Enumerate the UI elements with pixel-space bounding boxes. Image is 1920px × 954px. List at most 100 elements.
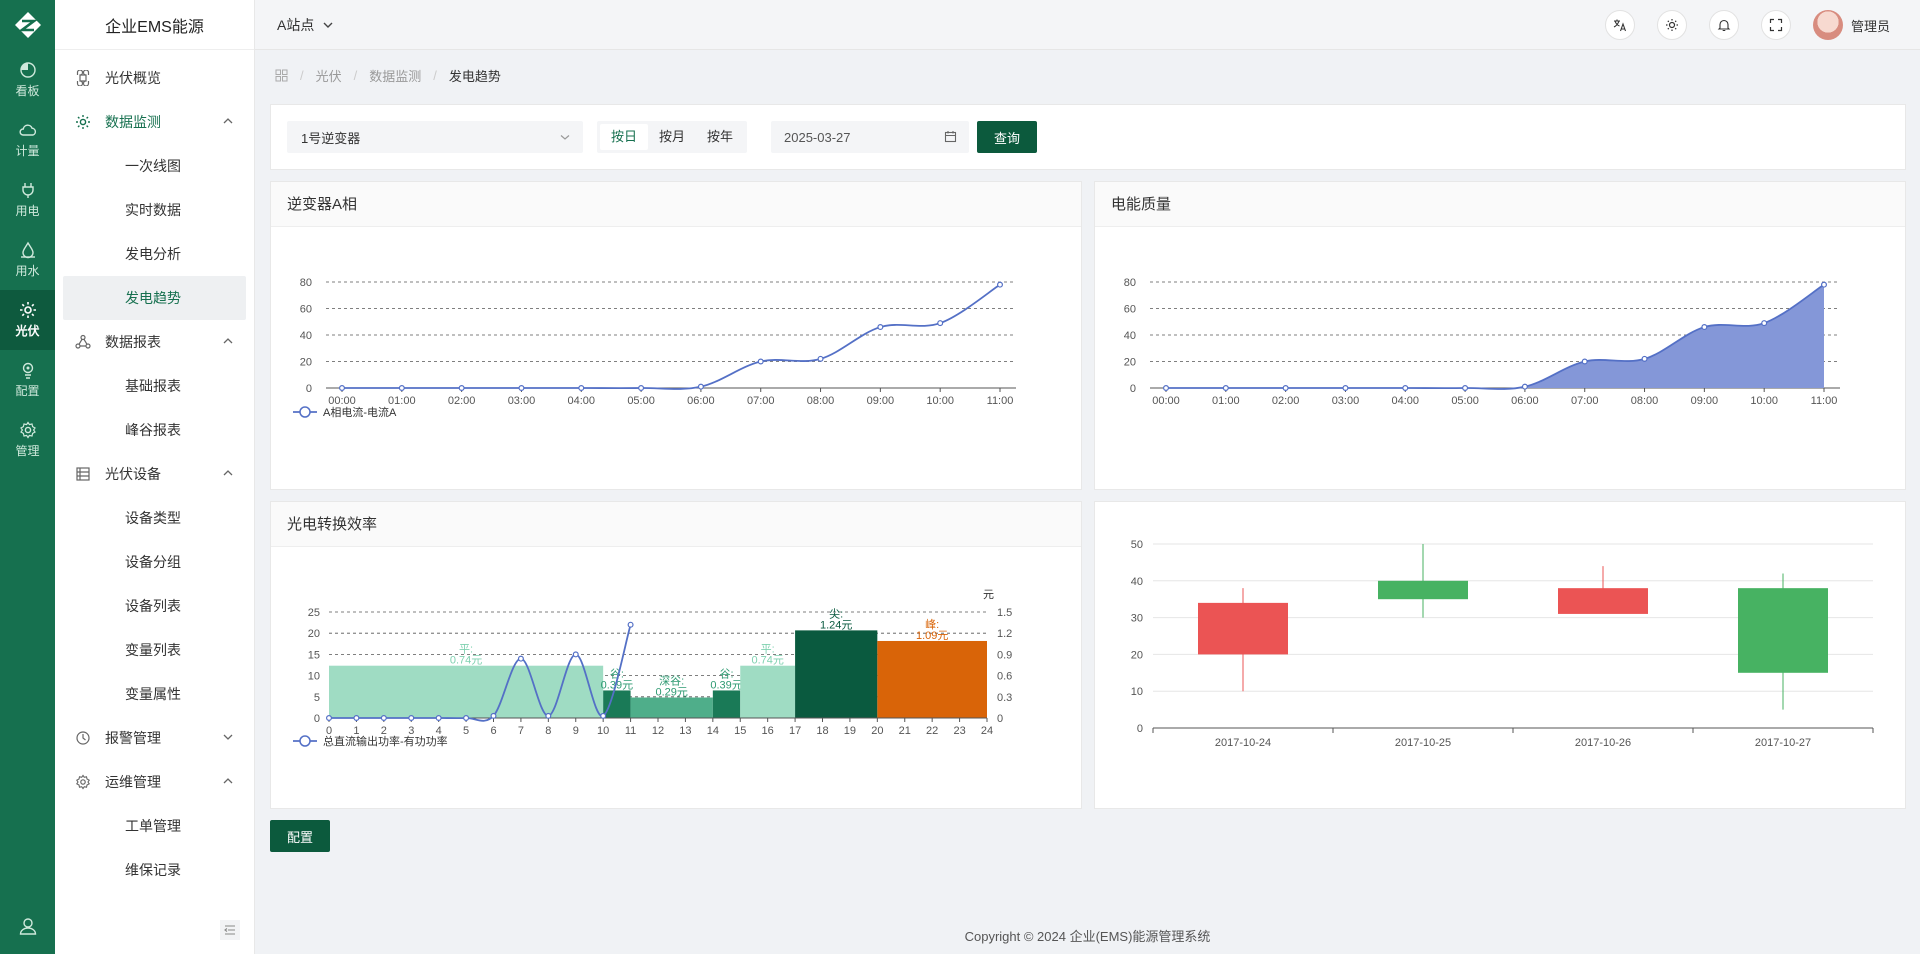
x-tick-label: 08:00 (1631, 395, 1659, 407)
breadcrumb-item[interactable]: 数据监测 (369, 69, 422, 84)
menu-alarm[interactable]: 报警管理 (55, 716, 254, 760)
chevron-up-icon (223, 778, 233, 784)
menu-label: 光伏概览 (105, 70, 161, 86)
data-point (638, 385, 645, 392)
x-tick-label: 06:00 (687, 395, 715, 407)
x-tick-label: 00:00 (328, 395, 356, 407)
home-grid-icon[interactable] (275, 69, 288, 82)
data-point (398, 385, 405, 392)
x-tick-label: 5 (463, 725, 469, 737)
menu-data-report[interactable]: 数据报表 (55, 320, 254, 364)
mode-year[interactable]: 按年 (707, 129, 734, 144)
collapse-menu-icon[interactable] (220, 920, 240, 940)
rail-item-pv[interactable]: 光伏 (0, 290, 55, 350)
translate-icon[interactable] (1604, 10, 1635, 40)
menu-ops[interactable]: 运维管理 (55, 760, 254, 804)
x-tick-label: 05:00 (627, 395, 655, 407)
menu-item-variable-list[interactable]: 变量列表 (125, 642, 181, 658)
y-tick-label: 20 (1131, 649, 1143, 661)
x-tick-label: 03:00 (1332, 395, 1360, 407)
price-band-bar (740, 665, 796, 718)
x-tick-label: 11 (625, 725, 636, 737)
rail-item-config[interactable]: 配置 (0, 350, 55, 410)
y-tick-label: 20 (1124, 357, 1136, 369)
breadcrumb-item[interactable]: 光伏 (315, 69, 342, 84)
price-band-label: 尖: (829, 607, 843, 620)
date-picker[interactable]: 2025-03-27 (771, 121, 969, 153)
rail-item-water[interactable]: 用水 (0, 230, 55, 290)
data-point (490, 712, 497, 719)
menu-pv-overview[interactable]: 光伏概览 (55, 56, 254, 100)
y-left-tick-label: 20 (308, 628, 320, 640)
menu-item-maintenance[interactable]: 维保记录 (125, 862, 181, 878)
data-point (817, 355, 824, 362)
config-icon (22, 362, 33, 379)
rail-item-manage[interactable]: 管理 (0, 410, 55, 470)
menu-item-peak-valley[interactable]: 峰谷报表 (125, 422, 181, 438)
site-selector[interactable]: A站点 (277, 15, 334, 35)
y-left-tick-label: 25 (308, 607, 320, 619)
rail-item-metering[interactable]: 计量 (0, 110, 55, 170)
menu-item-variable-attr[interactable]: 变量属性 (125, 686, 181, 702)
menu-item-work-order[interactable]: 工单管理 (125, 818, 181, 834)
cloud-icon (18, 124, 36, 136)
x-tick-label: 14 (707, 725, 719, 737)
menu-item-trend[interactable]: 发电趋势 (63, 276, 246, 320)
y-tick-label: 0 (1137, 723, 1143, 735)
menu-item-device-group[interactable]: 设备分组 (125, 554, 181, 570)
rail-item-dashboard[interactable]: 看板 (0, 50, 55, 110)
x-tick-label: 02:00 (448, 395, 476, 407)
y-left-tick-label: 0 (314, 713, 320, 725)
efficiency-combo-chart: 051015202500.30.60.91.21.5元平:0.74元谷:0.39… (293, 589, 1012, 748)
price-band-label: 谷: (610, 667, 624, 680)
rail-item-electricity[interactable]: 用电 (0, 170, 55, 230)
rail-label: 光伏 (15, 324, 40, 338)
inverter-select[interactable]: 1号逆变器 (287, 121, 583, 153)
user-menu[interactable]: 管理员 (1812, 10, 1890, 40)
price-band-label: 谷: (720, 667, 734, 680)
user-name: 管理员 (1850, 18, 1890, 34)
data-point (1521, 383, 1528, 390)
menu-label: 运维管理 (105, 774, 161, 790)
data-point (627, 621, 634, 628)
user-icon[interactable] (0, 916, 55, 936)
x-tick-label: 15 (734, 725, 746, 737)
data-point (1820, 281, 1827, 288)
theme-toggle-icon[interactable] (1656, 10, 1687, 40)
data-point (1402, 385, 1409, 392)
filter-bar: 1号逆变器 按日 按月 按年 2025-03-27 查询 (270, 104, 1906, 170)
sun-icon (76, 115, 90, 129)
y-tick-label: 0 (306, 383, 312, 395)
config-button[interactable]: 配置 (270, 820, 330, 852)
menu-item-analysis[interactable]: 发电分析 (125, 246, 181, 262)
data-point (1761, 320, 1768, 327)
x-tick-label: 2017-10-24 (1215, 737, 1271, 749)
icon-rail: 看板 计量 用电 用水 光伏 配置 管理 (0, 0, 55, 954)
query-button[interactable]: 查询 (977, 121, 1037, 153)
menu-item-single-line[interactable]: 一次线图 (125, 158, 181, 174)
menu-data-monitor[interactable]: 数据监测 (55, 100, 254, 144)
menu-item-device-list[interactable]: 设备列表 (125, 598, 181, 614)
price-band-value: 1.09元 (916, 630, 948, 642)
panel-title: 光电转换效率 (271, 502, 1081, 547)
y-tick-label: 40 (1124, 330, 1136, 342)
menu-pv-device[interactable]: 光伏设备 (55, 452, 254, 496)
data-point (572, 651, 579, 658)
mode-month[interactable]: 按月 (659, 129, 686, 144)
area-fill (1166, 284, 1824, 389)
bell-icon[interactable] (1708, 10, 1739, 40)
rail-label: 看板 (15, 84, 40, 98)
fullscreen-icon[interactable] (1760, 10, 1791, 40)
x-tick-label: 10:00 (926, 395, 954, 407)
menu-item-basic-report[interactable]: 基础报表 (125, 378, 181, 394)
data-point (877, 324, 884, 331)
y-right-unit: 元 (983, 589, 994, 601)
x-tick-label: 23 (953, 725, 965, 737)
x-tick-label: 13 (679, 725, 691, 737)
footer-copyright: Copyright © 2024 企业(EMS)能源管理系统 (964, 929, 1211, 944)
mode-day[interactable]: 按日 (600, 124, 649, 150)
menu-item-device-type[interactable]: 设备类型 (125, 510, 181, 526)
chevron-down-icon (560, 135, 570, 140)
x-tick-label: 6 (490, 725, 496, 737)
menu-item-realtime[interactable]: 实时数据 (125, 202, 181, 218)
